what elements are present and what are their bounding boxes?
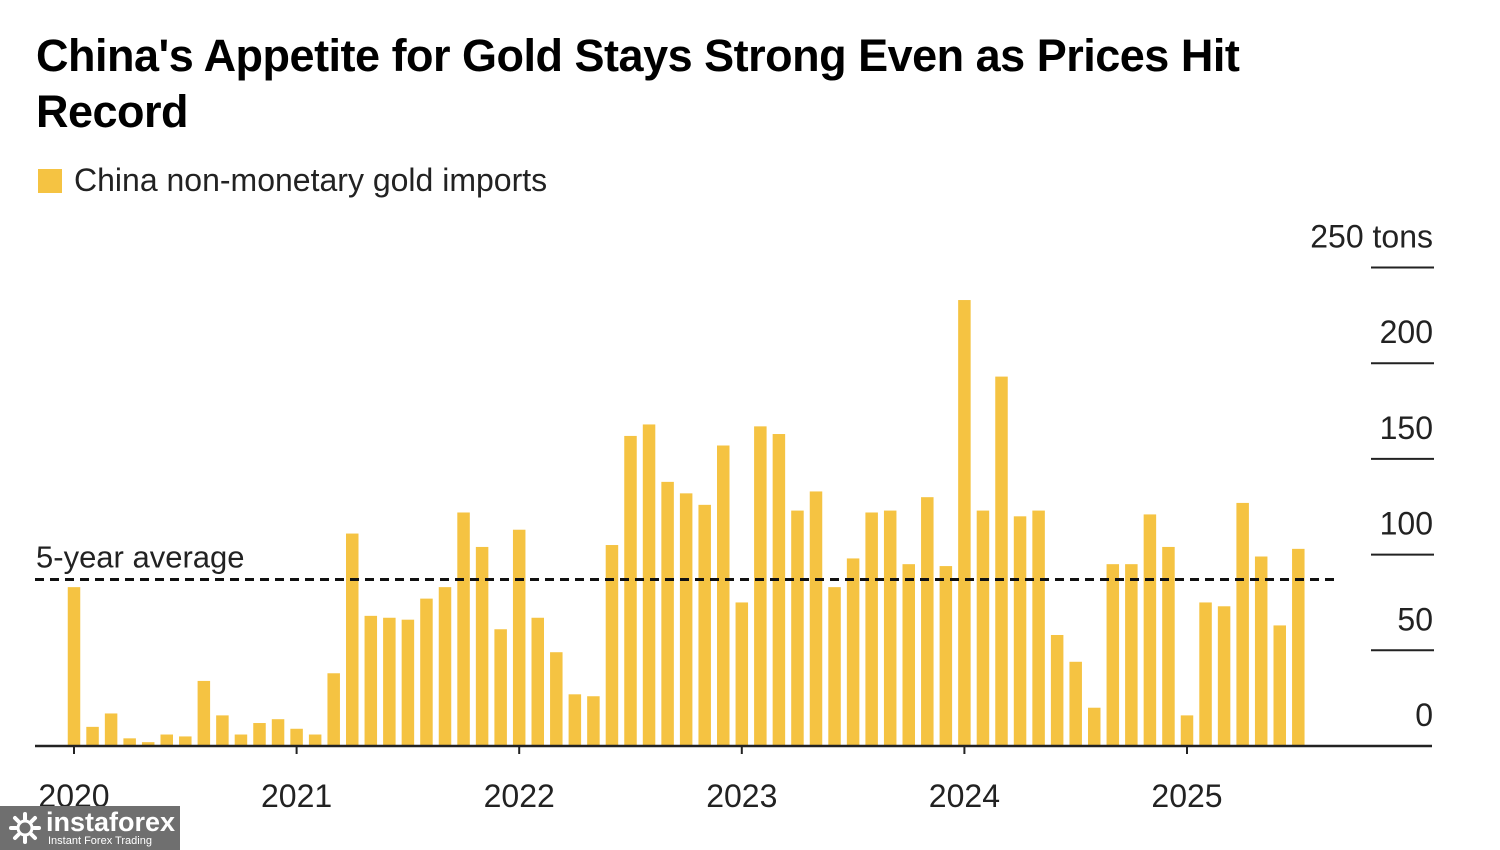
y-axis: 0 50 100 150 200 250 tons: [1310, 219, 1434, 733]
legend-swatch: [38, 168, 62, 193]
bar: [1180, 715, 1194, 746]
x-tick-label: 2025: [1151, 778, 1222, 814]
bar: [550, 652, 563, 746]
bar: [67, 587, 81, 746]
y-tick-label: 100: [1380, 506, 1433, 542]
bar: [958, 300, 971, 746]
x-tick-label: 2023: [706, 778, 777, 814]
bar: [364, 615, 378, 746]
bar: [160, 734, 173, 746]
bar: [939, 566, 953, 746]
bar: [531, 617, 544, 746]
instaforex-logo-icon: [9, 812, 41, 844]
instaforex-watermark: instaforex Instant Forex Trading: [0, 806, 180, 850]
bar: [717, 445, 730, 746]
x-tick-label: 2024: [929, 778, 1000, 814]
bar: [1050, 634, 1064, 746]
bar: [1106, 564, 1120, 746]
bar: [735, 602, 749, 746]
bar: [197, 680, 211, 746]
bar: [253, 723, 266, 746]
bar: [308, 734, 322, 746]
bar: [605, 545, 619, 746]
bar: [865, 512, 878, 746]
x-tick-label: 2022: [484, 778, 555, 814]
bar: [271, 719, 285, 746]
bar: [642, 424, 656, 746]
bar: [512, 529, 526, 746]
bar: [772, 434, 786, 746]
y-tick-label: 150: [1380, 410, 1433, 446]
bar: [1013, 516, 1027, 746]
bar: [679, 493, 693, 746]
bar: [383, 617, 396, 746]
bar: [791, 510, 804, 746]
bar: [494, 629, 507, 746]
bar: [1088, 707, 1101, 746]
bar: [457, 512, 470, 746]
x-axis: 2020 2021 2022 2023 2024 2025: [38, 746, 1223, 814]
bar: [401, 619, 415, 746]
legend: China non-monetary gold imports: [38, 162, 547, 199]
bar: [346, 533, 359, 746]
bar: [1143, 514, 1157, 746]
y-tick-label: 250 tons: [1310, 219, 1433, 255]
bar: [1292, 548, 1305, 746]
bar: [809, 491, 823, 746]
average-line-group: 5-year average: [35, 540, 1338, 581]
bar: [587, 696, 600, 746]
watermark-brand: instaforex: [46, 807, 176, 837]
bar: [995, 376, 1008, 746]
bar: [290, 728, 303, 746]
bar: [475, 546, 489, 746]
bar: [754, 426, 767, 746]
watermark-tagline: Instant Forex Trading: [48, 835, 152, 847]
bar: [661, 481, 674, 746]
bar: [846, 558, 860, 746]
bar: [921, 497, 934, 746]
bar: [1032, 510, 1045, 746]
bar: [1199, 602, 1212, 746]
y-tick-label: 0: [1415, 697, 1433, 733]
bar: [420, 598, 433, 746]
chart-title: China's Appetite for Gold Stays Strong E…: [36, 30, 1240, 137]
bar: [976, 510, 990, 746]
bar: [216, 715, 229, 746]
bar: [179, 736, 192, 746]
bar: [1236, 502, 1249, 746]
bar: [438, 587, 452, 746]
bar: [1217, 606, 1231, 746]
y-tick-label: 200: [1380, 314, 1433, 350]
bar: [234, 734, 248, 746]
bar: [902, 564, 915, 746]
bar: [698, 504, 711, 746]
bar: [828, 587, 841, 746]
bar: [1273, 625, 1286, 746]
bar: [1254, 556, 1268, 746]
x-tick-label: 2021: [261, 778, 332, 814]
bar: [1069, 661, 1082, 746]
legend-label: China non-monetary gold imports: [74, 162, 548, 198]
bar: [104, 713, 118, 746]
bar: [86, 726, 99, 746]
bar: [141, 742, 155, 746]
bars: [67, 300, 1305, 746]
average-label: 5-year average: [36, 540, 245, 575]
bar: [123, 738, 136, 746]
bar: [624, 435, 637, 746]
bar: [1125, 564, 1138, 746]
bar: [883, 510, 897, 746]
bar: [327, 673, 340, 746]
y-tick-label: 50: [1397, 601, 1433, 637]
bar: [568, 694, 582, 746]
bar: [1162, 546, 1175, 746]
